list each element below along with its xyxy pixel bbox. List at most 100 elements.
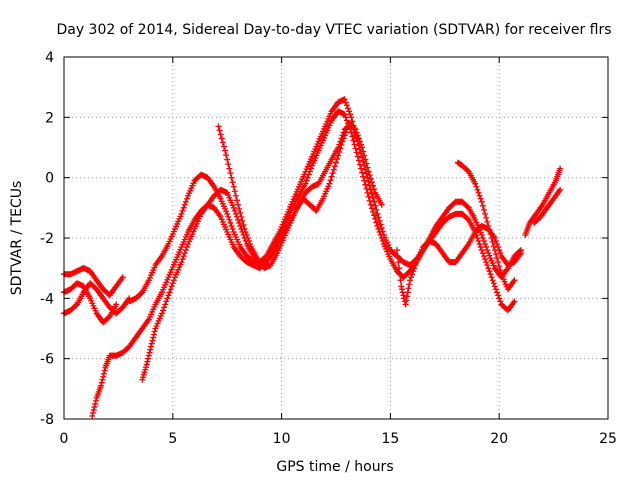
data-point-marker: [379, 238, 386, 245]
data-point-marker: [364, 189, 371, 196]
data-point-marker: [230, 204, 237, 211]
data-point-marker: [354, 153, 361, 160]
data-point-marker: [148, 340, 155, 347]
y-tick-label: -2: [40, 231, 54, 247]
data-point-marker: [375, 214, 382, 221]
data-point-marker: [376, 228, 383, 235]
data-point-marker: [494, 289, 501, 296]
data-point-marker: [352, 126, 359, 133]
data-point-marker: [478, 247, 485, 254]
data-point-marker: [373, 206, 380, 213]
data-point-marker: [476, 241, 483, 248]
data-point-marker: [369, 182, 376, 189]
data-point-marker: [162, 301, 169, 308]
series-track-7: [215, 120, 385, 272]
y-axis-label: SDTVAR / TECUs: [9, 181, 25, 296]
x-tick-label: 15: [381, 431, 399, 447]
data-point-marker: [480, 238, 487, 245]
data-point-marker: [488, 235, 495, 241]
data-point-marker: [225, 213, 232, 220]
data-point-marker: [484, 247, 491, 254]
data-point-marker: [373, 219, 380, 226]
data-point-marker: [404, 293, 411, 300]
data-point-marker: [350, 137, 357, 144]
data-point-marker: [243, 231, 250, 238]
data-point-marker: [343, 117, 350, 124]
chart-title: Day 302 of 2014, Sidereal Day-to-day VTE…: [56, 22, 611, 38]
data-point-marker: [361, 152, 368, 159]
data-point-marker: [143, 361, 150, 368]
data-point-marker: [354, 132, 361, 139]
data-point-marker: [225, 161, 232, 168]
data-point-marker: [363, 160, 370, 167]
data-point-marker: [489, 239, 496, 246]
data-point-marker: [228, 174, 235, 181]
data-point-marker: [360, 148, 367, 155]
data-point-marker: [492, 286, 499, 293]
data-point-marker: [497, 267, 504, 274]
data-point-marker: [472, 180, 479, 187]
series-track-1: [61, 265, 126, 299]
series-track-6: [126, 96, 381, 305]
data-point-marker: [229, 179, 236, 186]
data-point-marker: [183, 195, 190, 202]
data-point-marker: [230, 183, 237, 190]
data-point-marker: [262, 254, 269, 261]
data-point-marker: [215, 123, 222, 130]
series-track-9: [454, 159, 518, 293]
series-track-8: [393, 222, 524, 308]
series-line: [129, 98, 378, 302]
data-point-marker: [304, 174, 311, 181]
data-point-marker: [166, 289, 173, 296]
series-track-2: [61, 280, 120, 326]
data-point-marker: [365, 168, 372, 175]
data-point-marker: [245, 238, 252, 245]
data-point-marker: [183, 244, 190, 251]
data-point-marker: [247, 241, 254, 248]
data-point-marker: [236, 205, 243, 212]
data-point-marker: [349, 118, 356, 125]
data-point-marker: [91, 403, 98, 410]
data-point-marker: [474, 235, 481, 241]
data-point-marker: [488, 274, 495, 281]
data-point-marker: [360, 173, 367, 180]
data-point-marker: [485, 222, 492, 229]
data-point-marker: [92, 400, 99, 407]
data-point-marker: [217, 131, 224, 138]
data-point-marker: [222, 147, 229, 154]
y-tick-label: 2: [45, 110, 54, 126]
data-point-marker: [377, 231, 384, 238]
data-point-marker: [226, 216, 233, 223]
data-point-marker: [478, 231, 485, 238]
data-point-marker: [557, 186, 564, 193]
data-point-marker: [342, 99, 349, 106]
data-point-marker: [180, 253, 187, 260]
data-point-marker: [344, 105, 351, 112]
data-point-marker: [235, 216, 242, 223]
data-point-marker: [511, 298, 518, 305]
data-point-marker: [376, 217, 383, 224]
data-point-marker: [496, 263, 503, 270]
data-point-marker: [356, 138, 363, 145]
data-point-marker: [340, 135, 347, 142]
data-point-marker: [179, 207, 186, 214]
data-point-marker: [341, 132, 348, 139]
data-point-marker: [477, 244, 484, 251]
data-point-marker: [412, 262, 419, 269]
data-point-marker: [163, 298, 170, 305]
data-point-marker: [366, 197, 373, 204]
data-point-marker: [405, 285, 412, 292]
data-point-marker: [475, 238, 482, 245]
data-point-marker: [359, 144, 366, 151]
data-point-marker: [235, 201, 242, 208]
data-point-marker: [219, 139, 226, 146]
data-point-marker: [403, 297, 410, 304]
data-point-marker: [227, 170, 234, 177]
data-point-marker: [395, 259, 402, 266]
data-point-marker: [232, 192, 239, 199]
data-point-marker: [479, 235, 486, 241]
data-point-marker: [343, 126, 350, 133]
x-tick-label: 5: [168, 431, 177, 447]
data-point-marker: [353, 149, 360, 156]
data-point-marker: [98, 379, 105, 386]
